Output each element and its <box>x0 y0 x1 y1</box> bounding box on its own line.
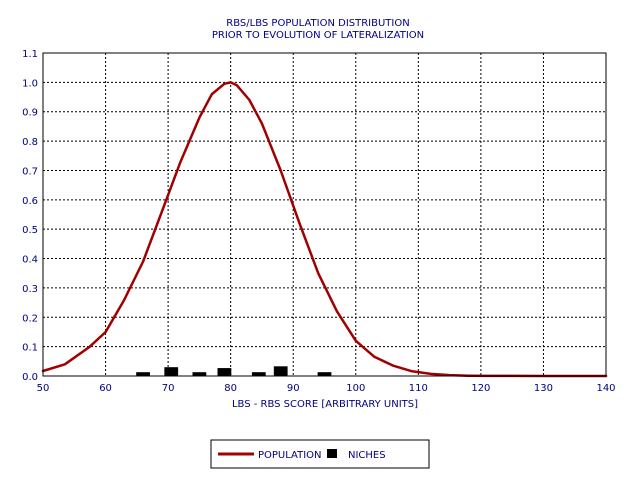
legend: POPULATION NICHES <box>210 439 430 469</box>
x-tick-labels: 50 60 70 80 90 100 110 120 130 140 <box>37 383 616 394</box>
niche-bar <box>217 368 232 376</box>
niche-bar <box>164 367 179 376</box>
y-tick-label: 0.9 <box>22 108 38 119</box>
y-tick-label: 0.1 <box>22 343 38 354</box>
x-tick-label: 90 <box>287 383 300 394</box>
y-tick-label: 0.8 <box>22 137 38 148</box>
plot-frame <box>42 52 607 377</box>
niche-bar <box>317 372 332 376</box>
legend-niches-label: NICHES <box>348 450 386 461</box>
niche-bar <box>192 372 207 376</box>
y-tick-label: 1.1 <box>22 49 38 60</box>
x-tick-label: 60 <box>99 383 112 394</box>
x-tick-label: 70 <box>162 383 175 394</box>
y-tick-label: 0.5 <box>22 225 38 236</box>
y-tick-label: 0.3 <box>22 284 38 295</box>
y-tick-label: 1.0 <box>22 78 38 89</box>
niche-bar <box>273 366 288 376</box>
chart-title-line-2: PRIOR TO EVOLUTION OF LATERALIZATION <box>212 30 424 41</box>
y-tick-label: 0.6 <box>22 196 38 207</box>
niche-bar <box>251 372 266 376</box>
x-tick-label: 130 <box>534 383 553 394</box>
x-tick-label: 110 <box>409 383 428 394</box>
legend-niches-swatch <box>327 449 337 458</box>
x-tick-label: 100 <box>346 383 365 394</box>
y-tick-label: 0.4 <box>22 255 38 266</box>
y-tick-label: 0.7 <box>22 166 38 177</box>
niche-bar <box>136 372 150 376</box>
x-tick-label: 80 <box>224 383 237 394</box>
y-tick-label: 0.2 <box>22 313 38 324</box>
chart-title-line-1: RBS/LBS POPULATION DISTRIBUTION <box>226 18 409 29</box>
x-tick-label: 140 <box>596 383 615 394</box>
legend-population-label: POPULATION <box>258 450 322 461</box>
grid <box>43 53 606 376</box>
y-tick-labels: 0.0 0.1 0.2 0.3 0.4 0.5 0.6 0.7 0.8 0.9 1.0 1.1 <box>22 49 38 383</box>
y-tick-label: 0.0 <box>22 372 38 383</box>
x-axis-label: LBS - RBS SCORE [ARBITRARY UNITS] <box>232 399 418 410</box>
niches-series <box>136 366 332 376</box>
x-tick-label: 50 <box>37 383 50 394</box>
x-tick-label: 120 <box>471 383 490 394</box>
